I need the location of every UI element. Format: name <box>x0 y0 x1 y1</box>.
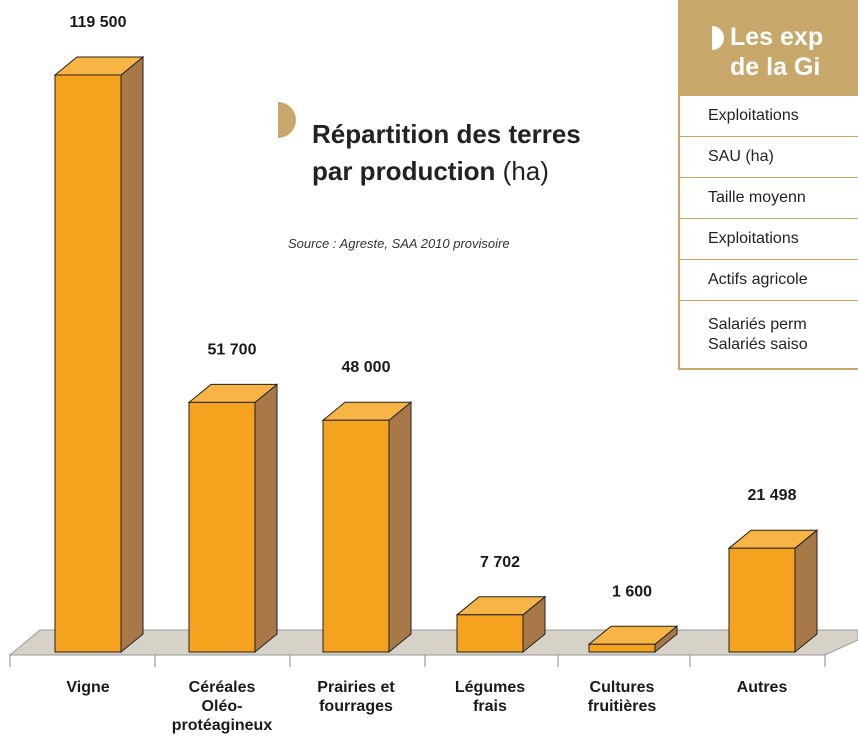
title-line2: par production <box>312 156 495 186</box>
title-marker <box>278 102 296 138</box>
bar <box>54 74 122 653</box>
value-label: 48 000 <box>342 359 391 376</box>
subtitle: Source : Agreste, SAA 2010 provisoire <box>288 236 510 251</box>
bar-side <box>794 529 818 654</box>
chart-title-line2: par production (ha) <box>312 156 549 186</box>
x-tick-label: Céréales Oléo- protéagineux <box>171 679 273 734</box>
panel-row: Taille moyenn <box>680 178 858 219</box>
value-label: 21 498 <box>748 487 797 504</box>
bar-side <box>120 55 144 654</box>
panel-row: Salariés perm Salariés saiso <box>708 316 808 353</box>
bar <box>188 401 256 653</box>
value-label: 119 500 <box>70 14 127 31</box>
value-label: 51 700 <box>208 341 257 358</box>
bar <box>728 547 796 653</box>
value-label: 7 702 <box>480 554 520 571</box>
x-tick-label: Autres <box>736 679 788 696</box>
x-tick-label: Vigne <box>66 679 110 696</box>
chart-title: Répartition des terres <box>312 119 581 149</box>
info-panel: Les exp de la Gi Exploitations SAU (ha) Ta… <box>678 0 858 370</box>
bar-side <box>254 383 278 654</box>
bar <box>588 643 656 653</box>
panel-row: Actifs agricole <box>680 260 858 301</box>
value-label: 1 600 <box>612 583 652 600</box>
x-tick-label: Cultures fruitières <box>587 679 657 715</box>
panel-row: Exploitations <box>680 96 858 137</box>
x-tick-label: Légumes frais <box>454 679 526 715</box>
separators <box>9 655 826 667</box>
panel-row: SAU (ha) <box>680 137 858 178</box>
bar <box>322 419 390 653</box>
panel-header: Les exp de la Gi <box>680 0 858 96</box>
unit: (ha) <box>503 156 549 186</box>
bar <box>456 614 524 653</box>
bar-side <box>388 401 412 654</box>
panel-row: Exploitations <box>680 219 858 260</box>
x-tick-label: Prairies et fourrages <box>317 679 395 715</box>
